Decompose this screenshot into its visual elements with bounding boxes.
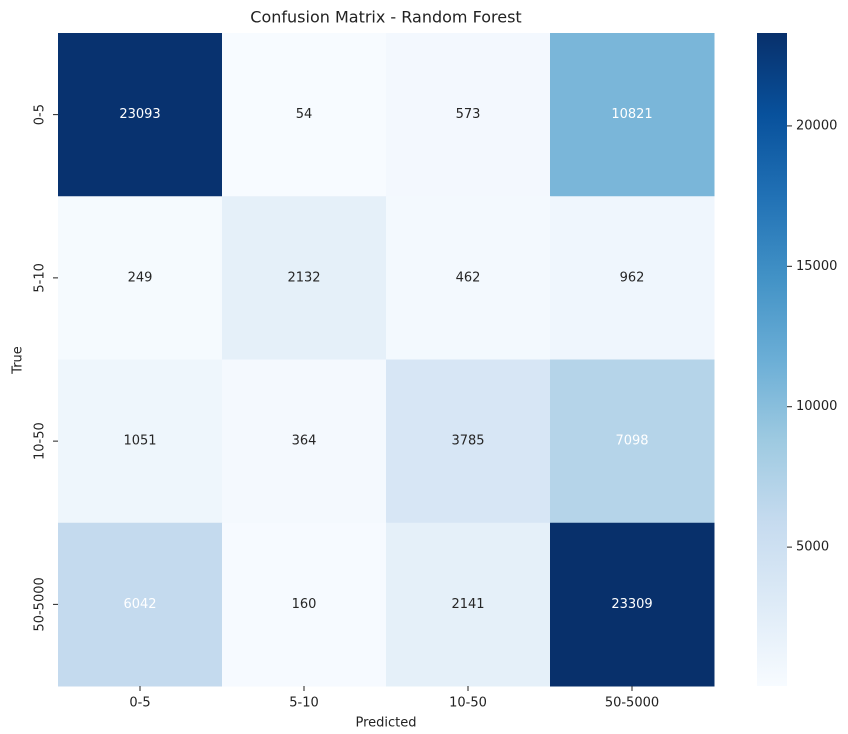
y-tick-label: 5-10: [33, 263, 48, 293]
cell-label: 2141: [451, 597, 484, 612]
y-tick-label: 50-5000: [33, 577, 48, 631]
chart-title: Confusion Matrix - Random Forest: [250, 8, 521, 27]
heatmap-cell: [58, 522, 223, 687]
cell-label: 1051: [123, 434, 156, 449]
heatmap-cell: [222, 196, 387, 360]
y-axis-label: True: [11, 346, 26, 375]
x-axis-label: Predicted: [355, 716, 416, 731]
heatmap-cell: [386, 359, 551, 524]
heatmap-cell: [550, 33, 715, 197]
heatmap-cell: [386, 522, 551, 687]
heatmap-cell: [222, 522, 387, 687]
colorbar-tick-label: 15000: [796, 259, 837, 274]
heatmap-cell: [386, 196, 551, 360]
cell-label: 249: [128, 270, 153, 285]
cell-label: 573: [456, 107, 481, 122]
y-tick-label: 0-5: [33, 104, 48, 125]
heatmap-cell: [222, 359, 387, 524]
cell-label: 23093: [119, 107, 160, 122]
cell-label: 364: [292, 434, 317, 449]
x-tick-label: 5-10: [289, 696, 319, 711]
colorbar: [757, 33, 787, 686]
heatmap-cell: [550, 359, 715, 524]
colorbar-tick-label: 10000: [796, 399, 837, 414]
heatmap-cell: [58, 196, 223, 360]
heatmap-cell: [222, 33, 387, 197]
heatmap-cell: [550, 196, 715, 360]
colorbar-tick-label: 20000: [796, 118, 837, 133]
cell-label: 462: [456, 270, 481, 285]
cell-label: 10821: [611, 107, 652, 122]
x-tick-label: 0-5: [129, 696, 150, 711]
heatmap-cell: [550, 522, 715, 687]
cell-label: 54: [296, 107, 313, 122]
y-tick-label: 10-50: [33, 422, 48, 460]
cell-label: 6042: [123, 597, 156, 612]
heatmap-cell: [58, 33, 223, 197]
cell-label: 3785: [451, 434, 484, 449]
heatmap-cell: [386, 33, 551, 197]
heatmap-cell: [58, 359, 223, 524]
x-tick-label: 50-5000: [605, 696, 659, 711]
cell-label: 160: [292, 597, 317, 612]
cell-label: 2132: [287, 270, 320, 285]
cell-label: 962: [620, 270, 645, 285]
colorbar-tick-label: 5000: [796, 540, 829, 555]
x-tick-label: 10-50: [449, 696, 487, 711]
cell-label: 23309: [611, 597, 652, 612]
cell-label: 7098: [615, 434, 648, 449]
